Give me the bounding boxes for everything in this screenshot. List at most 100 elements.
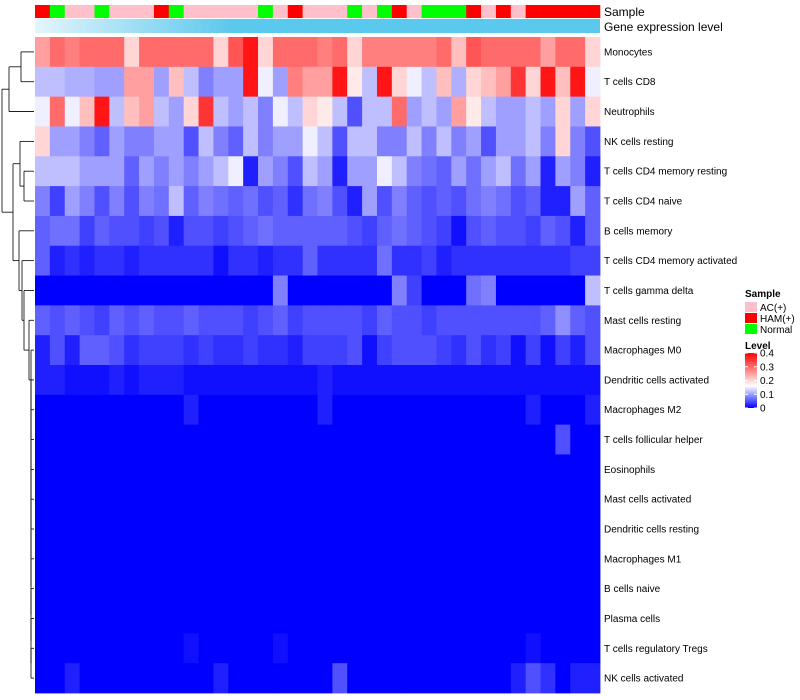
heatmap-cell xyxy=(451,96,467,127)
heatmap-cell xyxy=(124,663,140,694)
heatmap-cell xyxy=(585,186,601,217)
heatmap-cell xyxy=(153,424,170,455)
heatmap-cell xyxy=(525,424,541,455)
sample-annotation-cell xyxy=(540,5,556,18)
heatmap-cell xyxy=(94,514,110,545)
heatmap-cell xyxy=(570,305,586,336)
sample-annotation-cell xyxy=(302,5,318,18)
heatmap-cell xyxy=(139,603,155,634)
heatmap-cell xyxy=(391,66,408,98)
heatmap-cell xyxy=(302,96,318,127)
legend-level-label: 0 xyxy=(760,404,766,415)
heatmap-cell xyxy=(570,245,586,276)
heatmap-cell xyxy=(258,156,274,187)
row-label: Dendritic cells resting xyxy=(604,525,699,536)
heatmap-cell xyxy=(510,37,527,68)
heatmap-cell xyxy=(376,394,393,426)
heatmap-cell xyxy=(525,305,541,336)
heatmap-cell xyxy=(64,96,81,127)
heatmap-cell xyxy=(228,126,244,157)
heatmap-cell xyxy=(198,424,214,455)
heatmap-cell xyxy=(436,66,452,98)
heatmap-cell xyxy=(481,126,497,157)
heatmap-cell xyxy=(243,543,259,575)
heatmap-cell xyxy=(183,335,199,366)
heatmap-cell xyxy=(198,663,214,694)
heatmap-cell xyxy=(481,514,497,545)
heatmap-cell xyxy=(540,215,556,247)
heatmap-cell xyxy=(35,215,51,247)
sample-annotation-cell xyxy=(376,5,393,18)
heatmap-cell xyxy=(228,156,244,187)
heatmap-cell xyxy=(79,454,95,485)
heatmap-cell xyxy=(198,335,214,366)
heatmap-cell xyxy=(555,663,571,694)
heatmap-cell xyxy=(481,454,497,485)
heatmap-cell xyxy=(347,156,363,187)
heatmap-cell xyxy=(317,603,333,634)
heatmap-cell xyxy=(481,573,497,604)
heatmap-cell xyxy=(198,603,214,634)
heatmap-cell xyxy=(421,663,437,694)
heatmap-cell xyxy=(183,66,199,98)
heatmap-cell xyxy=(272,543,289,575)
heatmap-cell xyxy=(495,186,512,217)
heatmap-cell xyxy=(391,245,408,276)
heatmap-cell xyxy=(347,454,363,485)
heatmap-cell xyxy=(555,275,571,306)
heatmap-cell xyxy=(570,126,586,157)
heatmap-cell xyxy=(228,186,244,217)
heatmap-cell xyxy=(495,573,512,604)
heatmap-cell xyxy=(94,603,110,634)
heatmap-cell xyxy=(213,394,229,426)
heatmap-cell xyxy=(94,186,110,217)
heatmap-cell xyxy=(376,603,393,634)
heatmap-cell xyxy=(421,424,437,455)
heatmap-cell xyxy=(525,156,541,187)
heatmap-cells xyxy=(35,37,601,694)
heatmap-cell xyxy=(109,543,125,575)
heatmap-cell xyxy=(391,96,408,127)
heatmap-cell xyxy=(391,573,408,604)
heatmap-cell xyxy=(79,156,95,187)
heatmap-cell xyxy=(495,37,512,68)
heatmap-cell xyxy=(495,156,512,187)
heatmap-cell xyxy=(451,573,467,604)
heatmap-cell xyxy=(451,484,467,515)
heatmap-cell xyxy=(555,37,571,68)
heatmap-cell xyxy=(109,663,125,694)
heatmap-cell xyxy=(198,215,214,247)
heatmap-cell xyxy=(332,186,348,217)
row-labels: Monocytes T cells CD8 Neutrophils NK cells … xyxy=(604,47,737,684)
row-label: Neutrophils xyxy=(604,107,655,118)
heatmap-cell xyxy=(213,603,229,634)
heatmap-cell xyxy=(64,66,81,98)
heatmap-cell xyxy=(391,633,408,664)
heatmap-cell xyxy=(153,126,170,157)
heatmap-cell xyxy=(64,156,81,187)
heatmap-cell xyxy=(585,663,601,694)
heatmap-cell xyxy=(213,365,229,396)
heatmap-cell xyxy=(213,186,229,217)
heatmap-cell xyxy=(64,335,81,366)
heatmap-cell xyxy=(585,215,601,247)
heatmap-cell xyxy=(228,514,244,545)
heatmap-cell xyxy=(228,573,244,604)
heatmap-cell xyxy=(540,365,556,396)
heatmap-cell xyxy=(109,156,125,187)
heatmap-cell xyxy=(317,514,333,545)
heatmap-cell xyxy=(347,275,363,306)
heatmap-cell xyxy=(243,484,259,515)
heatmap-cell xyxy=(228,663,244,694)
heatmap-cell xyxy=(570,663,586,694)
heatmap-cell xyxy=(272,365,289,396)
heatmap-cell xyxy=(124,275,140,306)
sample-annotation-cell xyxy=(258,5,274,18)
heatmap-cell xyxy=(347,633,363,664)
heatmap-cell xyxy=(94,37,110,68)
heatmap-cell xyxy=(49,335,66,366)
heatmap-cell xyxy=(391,305,408,336)
heatmap-cell xyxy=(376,335,393,366)
legend-level-label: 0.1 xyxy=(760,390,774,401)
heatmap-cell xyxy=(272,335,289,366)
